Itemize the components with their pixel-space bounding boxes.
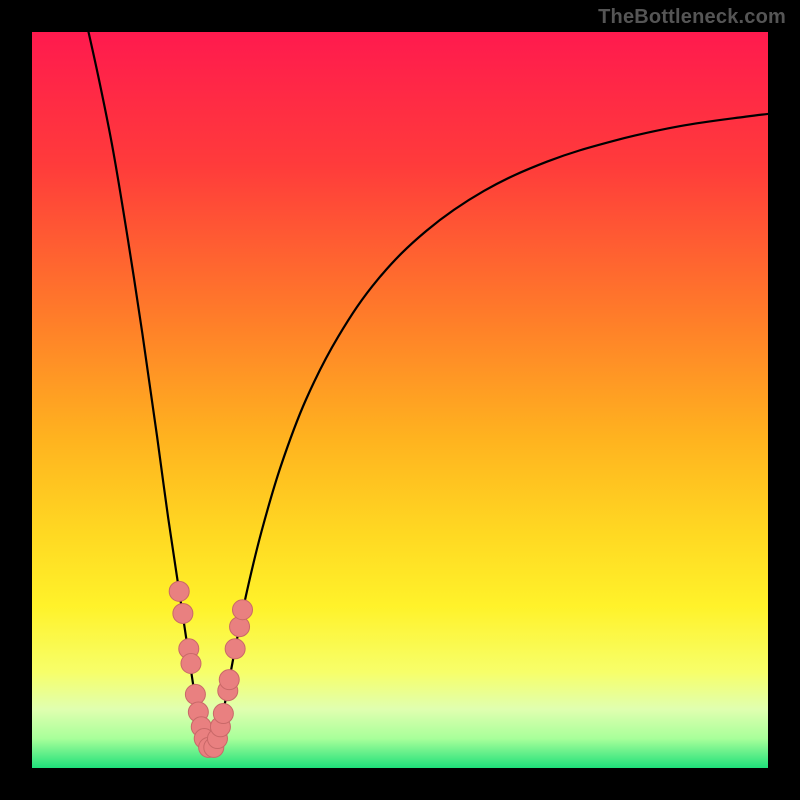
curve-marker [225,639,245,659]
chart-frame: TheBottleneck.com [0,0,800,800]
chart-svg [0,0,800,800]
curve-marker [213,704,233,724]
curve-marker [185,684,205,704]
curve-marker [181,653,201,673]
curve-marker [219,670,239,690]
curve-marker [233,600,253,620]
curve-marker [173,603,193,623]
curve-marker [169,581,189,601]
watermark-text: TheBottleneck.com [598,6,786,29]
chart-background [32,32,768,768]
